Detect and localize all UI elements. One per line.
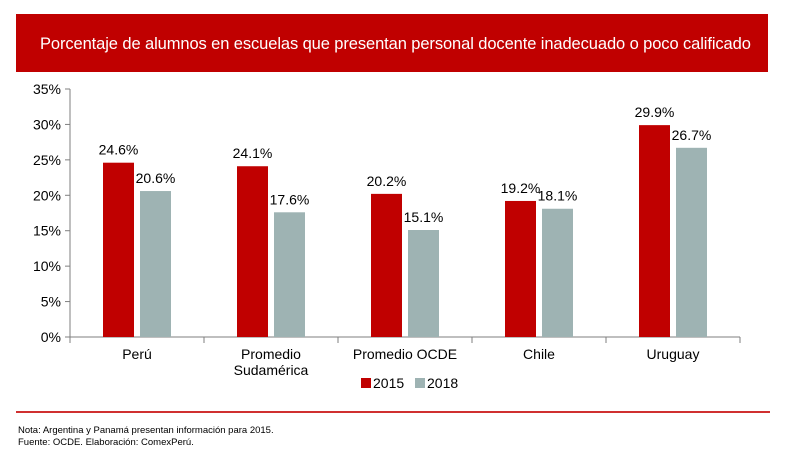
chart-title: Porcentaje de alumnos en escuelas que pr… — [40, 35, 751, 53]
y-tick-label: 5% — [41, 294, 61, 310]
y-tick-label: 0% — [41, 329, 61, 345]
data-label-2015: 20.2% — [367, 173, 407, 189]
bar-2015 — [371, 193, 402, 337]
category-label: Sudamérica — [234, 362, 309, 378]
category-label: Perú — [122, 346, 152, 362]
data-label-2015: 29.9% — [635, 104, 675, 120]
category-label: Uruguay — [647, 346, 700, 362]
chart-header: Porcentaje de alumnos en escuelas que pr… — [16, 14, 768, 72]
source-note: Fuente: OCDE. Elaboración: ComexPerú. — [18, 437, 194, 448]
footnote: Nota: Argentina y Panamá presentan infor… — [18, 425, 274, 436]
bar-2018 — [408, 230, 439, 337]
data-label-2018: 20.6% — [136, 170, 176, 186]
bar-2018 — [274, 212, 305, 337]
legend-swatch-2015 — [361, 378, 371, 388]
bar-2018 — [676, 147, 707, 337]
bar-2018 — [542, 208, 573, 337]
data-label-2018: 15.1% — [404, 209, 444, 225]
y-tick-label: 25% — [33, 152, 61, 168]
y-tick-label: 10% — [33, 258, 61, 274]
bar-chart: 0% 5% 10% 15% 20% 25% 30% 35% 24.6% 24.1% 20.2% 19.… — [33, 81, 741, 391]
y-tick-label: 15% — [33, 223, 61, 239]
legend-label-2018: 2018 — [427, 375, 458, 391]
legend-label-2015: 2015 — [373, 375, 404, 391]
bar-2015 — [505, 200, 536, 337]
data-label-2015: 24.1% — [233, 145, 273, 161]
bar-2015 — [103, 162, 134, 337]
bar-2018 — [140, 191, 171, 337]
y-tick-label: 20% — [33, 187, 61, 203]
bar-2015 — [639, 125, 670, 337]
data-label-2015: 24.6% — [99, 142, 139, 158]
category-label: Promedio — [241, 346, 301, 362]
footer-divider — [16, 411, 770, 413]
category-label: Chile — [523, 346, 555, 362]
data-label-2015: 19.2% — [501, 180, 541, 196]
y-tick-label: 30% — [33, 116, 61, 132]
data-label-2018: 18.1% — [538, 188, 578, 204]
y-tick-label: 35% — [33, 81, 61, 97]
category-label: Promedio OCDE — [353, 346, 457, 362]
legend-swatch-2018 — [415, 378, 425, 388]
data-label-2018: 26.7% — [672, 127, 712, 143]
data-label-2018: 17.6% — [270, 191, 310, 207]
bar-2015 — [237, 166, 268, 337]
